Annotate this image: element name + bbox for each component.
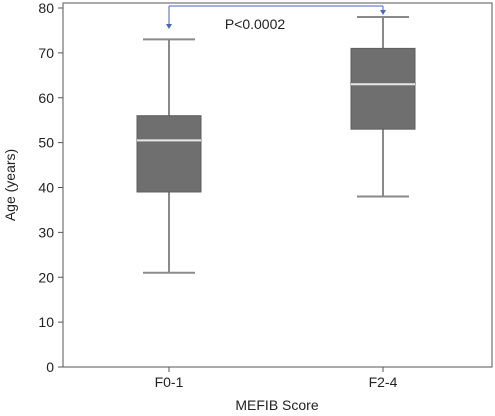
iqr-box [350,47,416,130]
significance-annotation: P<0.0002 [166,5,386,32]
plot-frame [62,2,493,368]
bracket-left-arrowhead [166,24,172,29]
y-tick-label: 30 [38,224,54,240]
iqr-box [136,115,202,193]
y-tick-label: 80 [38,0,54,16]
p-value-label: P<0.0002 [225,16,286,32]
y-axis-title: Age (years) [2,149,18,221]
y-tick-label: 60 [38,90,54,106]
x-tick-label: F2-4 [369,374,398,390]
y-tick-label: 70 [38,45,54,61]
y-tick-label: 40 [38,180,54,196]
box-f0-1 [136,38,202,274]
y-tick-label: 10 [38,314,54,330]
y-tick-label: 50 [38,135,54,151]
x-axis: F0-1 F2-4 [155,367,398,390]
box-f2-4 [350,15,416,198]
y-axis: 0 10 20 30 40 50 60 70 80 [38,0,63,375]
x-tick-label: F0-1 [155,374,184,390]
y-tick-label: 20 [38,269,54,285]
x-axis-title: MEFIB Score [235,397,318,413]
bracket-right-arrowhead [380,10,386,15]
y-tick-label: 0 [46,359,54,375]
box-series [136,15,416,274]
